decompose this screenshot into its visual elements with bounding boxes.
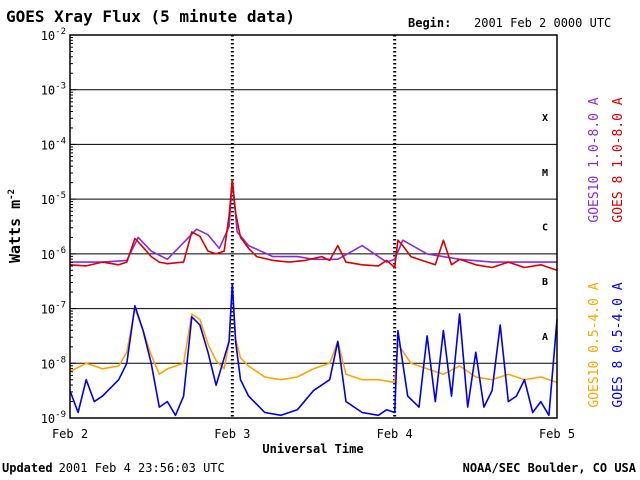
y-tick-label: 10-2: [41, 27, 66, 43]
y-tick-base: 10: [41, 303, 55, 317]
y-tick-label: 10-4: [41, 136, 66, 152]
x-tick-label: Feb 5: [539, 427, 575, 441]
footer-updated: Updated 2001 Feb 4 23:56:03 UTC: [2, 461, 225, 475]
begin-value: 2001 Feb 2 0000 UTC: [474, 16, 611, 30]
y-tick-exponent: -3: [55, 82, 66, 92]
footer-updated-value: 2001 Feb 4 23:56:03 UTC: [59, 461, 225, 475]
y-tick-base: 10: [41, 138, 55, 152]
series-line: [69, 179, 558, 272]
y-tick-label: 10-3: [41, 82, 66, 98]
y-tick-exponent: -6: [55, 246, 66, 256]
y-tick-base: 10: [41, 29, 55, 43]
legend-entry: GOES 8 1.0-8.0 A: [611, 97, 626, 222]
series-line: [70, 179, 557, 263]
flare-class-labels: X M C B A: [542, 113, 548, 343]
x-axis-ticks: Feb 2 Feb 3 Feb 4 Feb 5: [52, 427, 575, 441]
flare-class-label: C: [542, 223, 548, 234]
y-axis-label-text: Watts m: [6, 200, 24, 263]
footer-updated-prefix: Updated: [2, 461, 53, 475]
y-tick-base: 10: [41, 84, 55, 98]
flare-class-label: B: [542, 277, 548, 288]
y-tick-exponent: -2: [55, 27, 66, 37]
y-tick-label: 10-5: [41, 191, 66, 207]
y-tick-exponent: -5: [55, 191, 66, 201]
legend-entry: GOES10 1.0-8.0 A: [587, 97, 602, 222]
legend-entry: GOES10 0.5-4.0 A: [587, 282, 602, 407]
flare-class-label: M: [542, 168, 548, 179]
y-axis-label-exponent: -2: [7, 189, 17, 200]
y-tick-base: 10: [41, 412, 55, 426]
y-tick-exponent: -4: [55, 136, 66, 146]
y-tick-base: 10: [41, 193, 55, 207]
y-tick-base: 10: [41, 248, 55, 262]
x-axis-label: Universal Time: [262, 442, 363, 456]
x-tick-label: Feb 2: [52, 427, 88, 441]
y-axis-ticks: 10-210-310-410-510-610-710-810-9: [41, 27, 76, 426]
x-tick-label: Feb 4: [377, 427, 413, 441]
y-tick-label: 10-9: [41, 410, 66, 426]
flare-class-label: X: [542, 113, 548, 124]
y-tick-exponent: -7: [55, 301, 66, 311]
y-tick-label: 10-7: [41, 301, 66, 317]
legend: GOES10 1.0-8.0 A GOES 8 1.0-8.0 A GOES10 0…: [587, 97, 626, 407]
series-line: [69, 285, 558, 384]
y-axis-label: Watts m-2: [6, 189, 24, 263]
flare-class-label: A: [542, 332, 548, 343]
series-line: [69, 283, 558, 417]
y-tick-exponent: -8: [55, 355, 66, 365]
x-tick-label: Feb 3: [214, 427, 250, 441]
y-tick-label: 10-6: [41, 246, 66, 262]
y-tick-exponent: -9: [55, 410, 66, 420]
begin-label: Begin:: [408, 16, 451, 30]
footer-credit: NOAA/SEC Boulder, CO USA: [463, 461, 637, 475]
y-tick-base: 10: [41, 357, 55, 371]
y-tick-label: 10-8: [41, 355, 66, 371]
data-series: [69, 179, 558, 417]
chart-title: GOES Xray Flux (5 minute data): [6, 7, 295, 26]
plot-frame: [69, 34, 558, 419]
legend-entry: GOES 8 0.5-4.0 A: [611, 282, 626, 407]
